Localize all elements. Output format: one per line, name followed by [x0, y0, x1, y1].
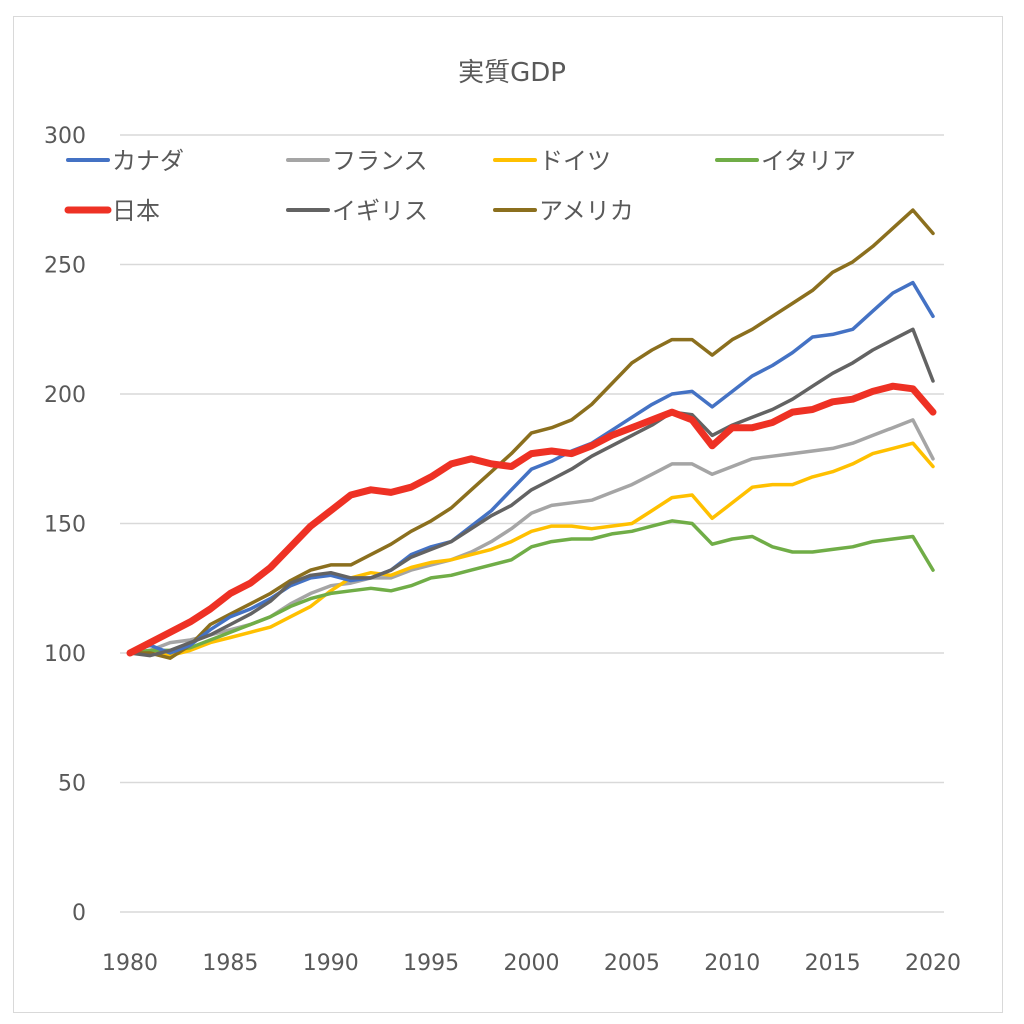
legend-item: イタリア: [715, 147, 856, 175]
series-lines: [126, 208, 937, 660]
x-axis-ticks: 1980 1985 1990 1995 2000 2005 2010 2015 2020: [102, 951, 961, 976]
legend-item: ドイツ: [493, 147, 611, 175]
legend-label: イタリア: [761, 147, 856, 175]
x-tick-label: 1985: [202, 951, 258, 976]
legend-item: アメリカ: [493, 197, 634, 225]
y-tick-label: 0: [72, 901, 86, 926]
series-line-6: [128, 208, 935, 660]
legend-label: アメリカ: [539, 197, 634, 225]
legend-item: 日本: [64, 197, 160, 225]
series-line-2: [128, 441, 935, 658]
y-tick-label: 150: [44, 513, 86, 538]
x-tick-label: 2005: [604, 951, 660, 976]
legend-label: イギリス: [332, 197, 428, 225]
gridlines: [120, 134, 944, 913]
y-tick-label: 300: [44, 124, 86, 149]
series-line-3: [128, 519, 935, 655]
legend-label: ドイツ: [539, 147, 611, 175]
legend-label: 日本: [112, 197, 160, 225]
series-line-4: [126, 382, 937, 657]
x-tick-label: 2000: [504, 951, 560, 976]
series-line-5: [128, 327, 935, 658]
chart-frame: [13, 16, 1003, 1013]
x-tick-label: 1995: [403, 951, 459, 976]
legend-item: イギリス: [286, 197, 428, 225]
x-tick-label: 1980: [102, 951, 158, 976]
y-tick-label: 250: [44, 254, 86, 279]
y-tick-label: 100: [44, 642, 86, 667]
y-tick-label: 200: [44, 383, 86, 408]
x-tick-label: 2015: [805, 951, 861, 976]
series-line-0: [128, 280, 935, 655]
chart-title: 実質GDP: [458, 58, 566, 88]
x-tick-label: 2020: [905, 951, 961, 976]
y-axis-ticks: 0 50 100 150 200 250 300: [44, 124, 86, 926]
legend-label: フランス: [332, 147, 428, 175]
legend-label: カナダ: [112, 147, 184, 175]
legend-item: カナダ: [66, 147, 184, 175]
legend-item: フランス: [286, 147, 428, 175]
x-tick-label: 1990: [303, 951, 359, 976]
x-tick-label: 2010: [704, 951, 760, 976]
y-tick-label: 50: [58, 772, 86, 797]
